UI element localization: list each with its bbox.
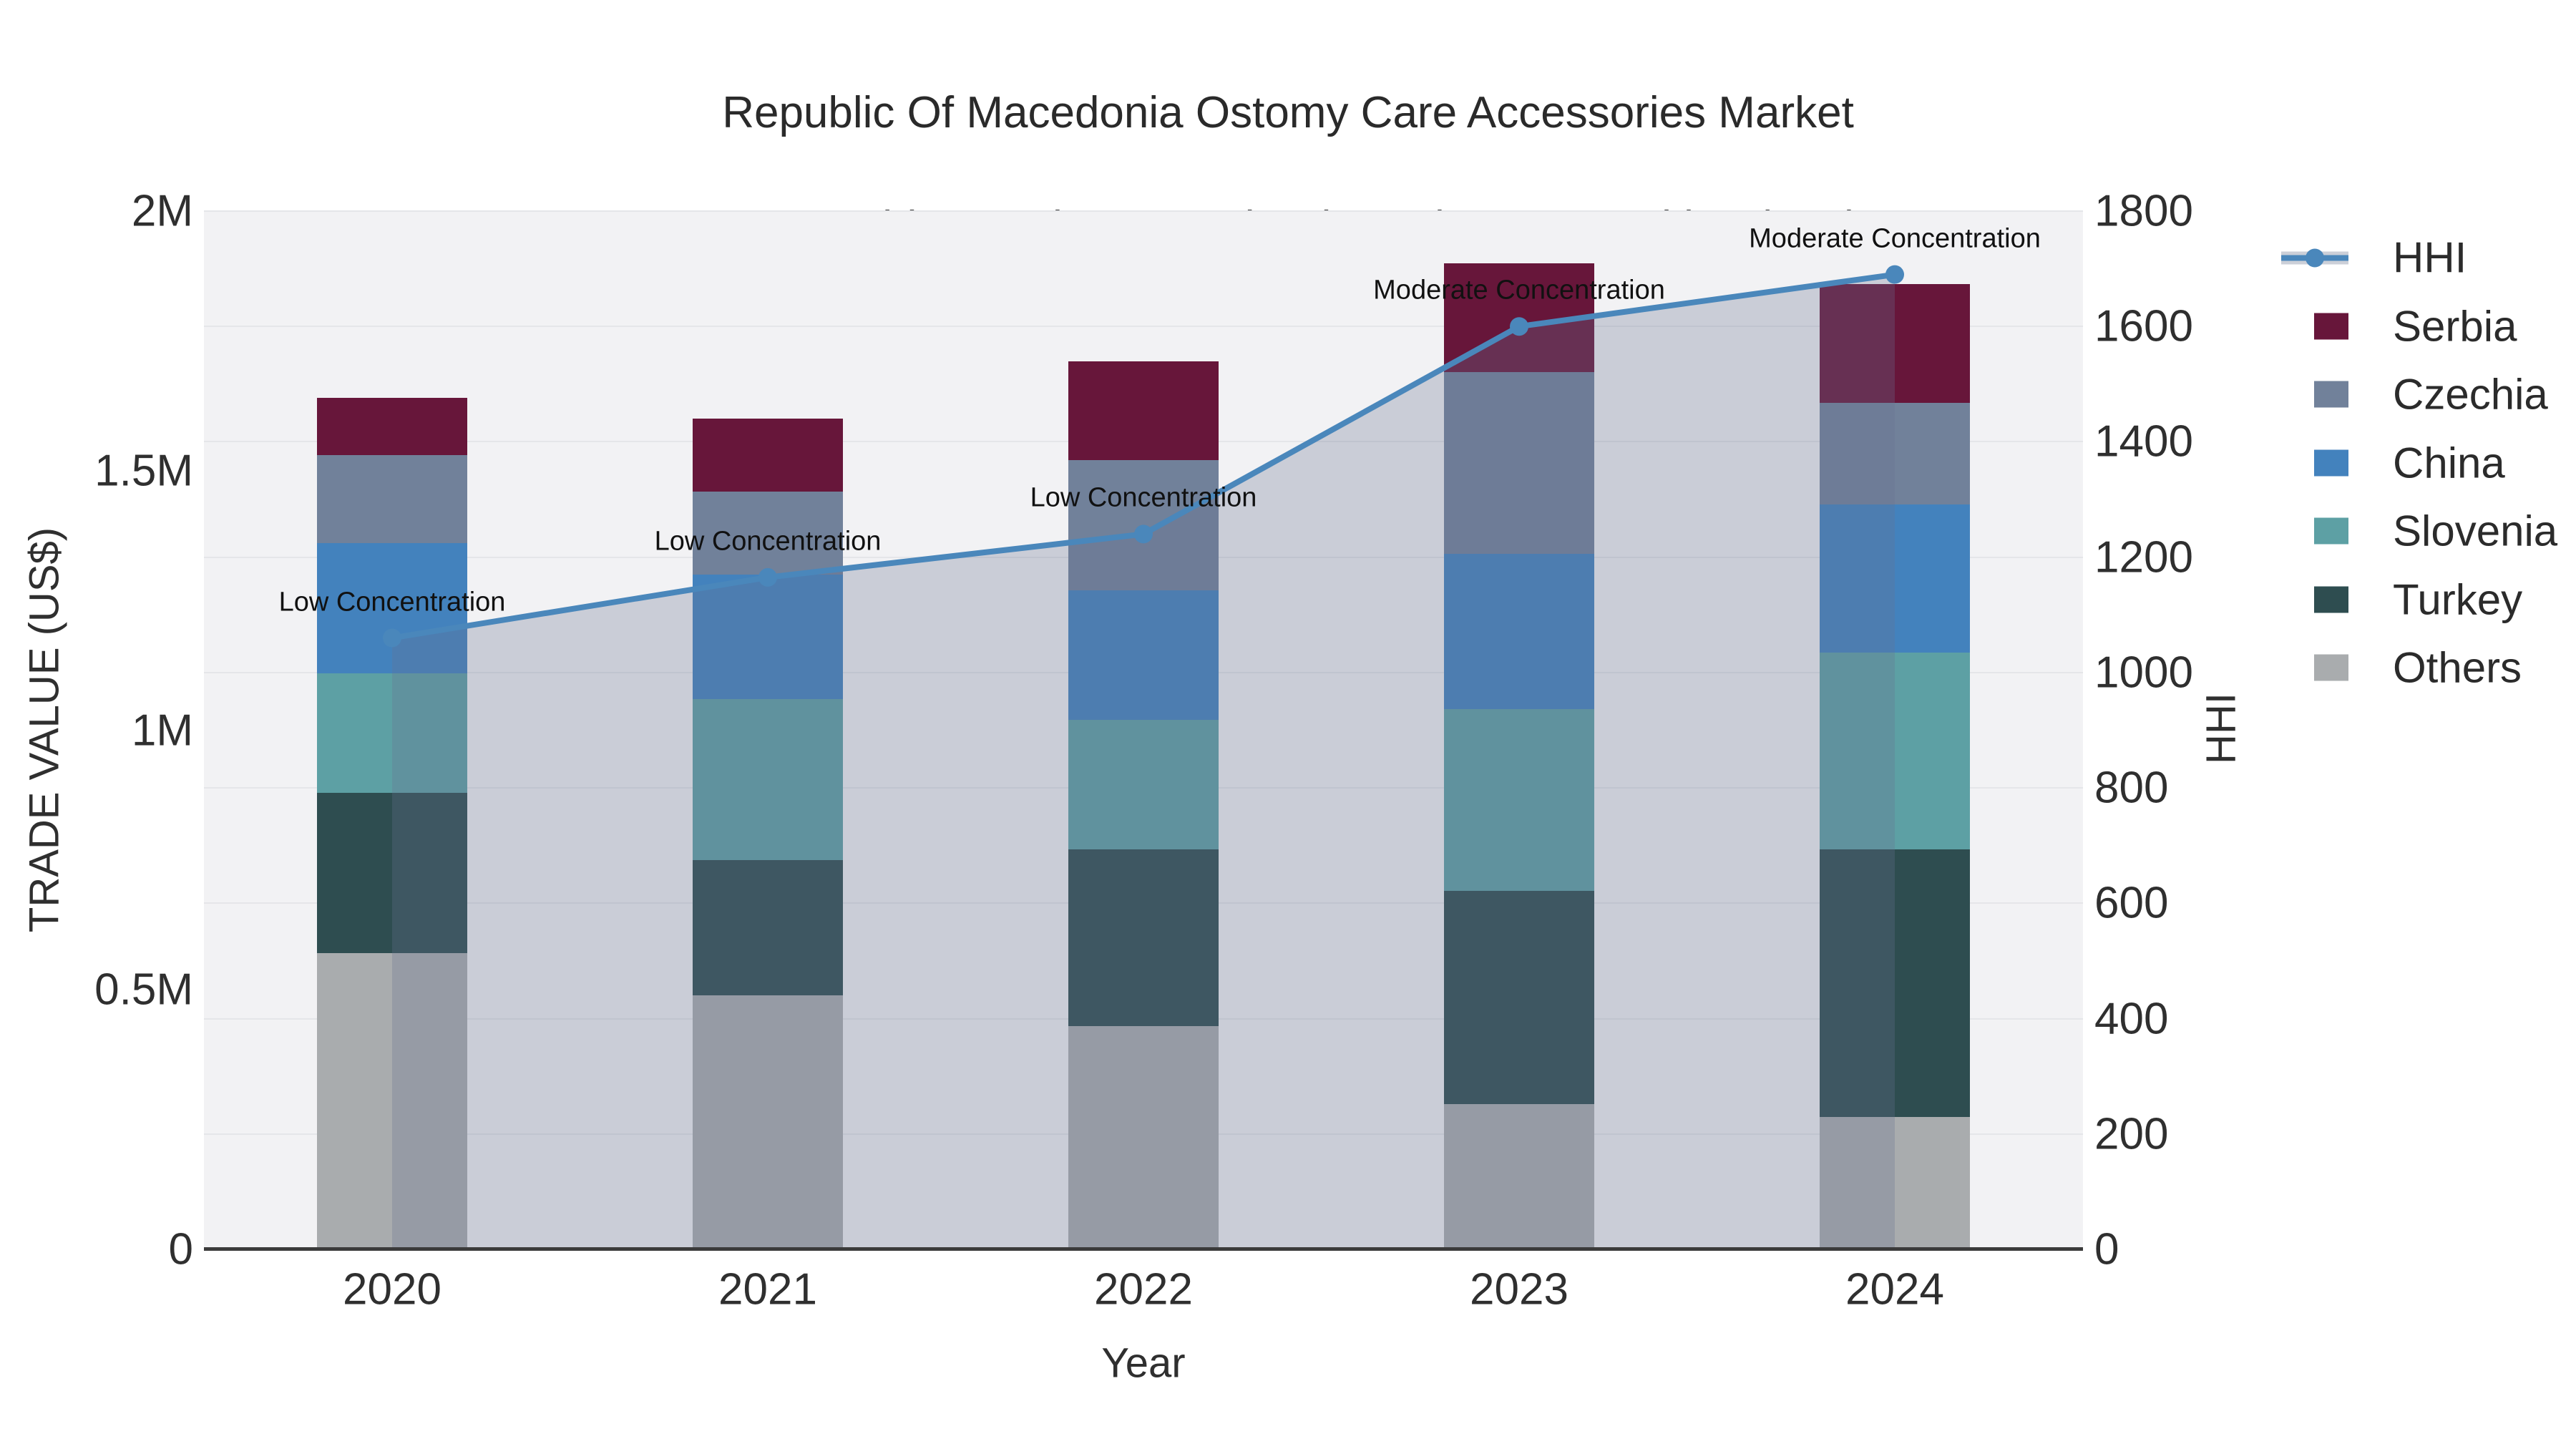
legend-item-others[interactable]: Others (2281, 643, 2522, 693)
legend-swatch (2314, 517, 2348, 545)
y-left-tick-label: 0.5M (94, 965, 193, 1015)
y-right-tick-label: 200 (2094, 1109, 2169, 1159)
y-right-tick-label: 1400 (2094, 416, 2193, 467)
bar-segment-serbia-2021 (693, 419, 843, 492)
bar-segment-others-2021 (693, 995, 843, 1249)
y-right-tick-label: 0 (2094, 1224, 2119, 1274)
bar-segment-others-2023 (1444, 1103, 1594, 1249)
bar-segment-turkey-2021 (693, 859, 843, 995)
bar-segment-serbia-2022 (1068, 361, 1219, 461)
bar-segment-slovenia-2024 (1820, 652, 1970, 850)
bar-segment-serbia-2024 (1820, 283, 1970, 404)
y-right-tick-label: 1600 (2094, 301, 2193, 351)
legend-swatch-cell (2281, 517, 2348, 545)
x-axis-line (204, 1247, 2083, 1251)
x-tick-label: 2021 (718, 1264, 817, 1314)
bar-segment-turkey-2020 (317, 792, 467, 954)
bar-segment-china-2024 (1820, 504, 1970, 653)
bar-segment-serbia-2020 (317, 398, 467, 455)
annotation-label: Low Concentration (1030, 482, 1257, 513)
annotation-label: Low Concentration (654, 526, 882, 557)
legend-item-hhi[interactable]: HHI (2281, 233, 2467, 283)
gridline (204, 210, 2083, 212)
y-right-tick-label: 400 (2094, 994, 2169, 1044)
bar-segment-czechia-2020 (317, 454, 467, 544)
legend-swatch-cell (2281, 312, 2348, 341)
bar-segment-slovenia-2020 (317, 673, 467, 793)
y-right-tick-label: 600 (2094, 878, 2169, 928)
legend-swatch (2314, 586, 2348, 613)
gridline (204, 326, 2083, 328)
legend-label: Others (2393, 643, 2522, 692)
x-tick-label: 2023 (1470, 1264, 1568, 1314)
legend-label: Slovenia (2393, 507, 2558, 555)
bar-segment-slovenia-2023 (1444, 709, 1594, 892)
legend-item-slovenia[interactable]: Slovenia (2281, 507, 2557, 556)
hhi-legend-marker (2306, 248, 2324, 267)
bar-segment-czechia-2024 (1820, 403, 1970, 504)
bar-segment-czechia-2023 (1444, 371, 1594, 554)
x-tick-label: 2020 (343, 1264, 441, 1314)
legend-swatch (2314, 313, 2348, 339)
y-left-tick-label: 2M (131, 186, 193, 236)
bar-segment-others-2022 (1068, 1026, 1219, 1249)
legend-swatch-cell (2281, 380, 2348, 409)
legend-label: China (2393, 439, 2505, 487)
x-axis-title: Year (1101, 1340, 1186, 1387)
annotation-label: Moderate Concentration (1373, 275, 1665, 306)
legend-swatch (2314, 654, 2348, 681)
legend-swatch-cell (2281, 585, 2348, 614)
legend-swatch (2314, 449, 2348, 476)
x-tick-label: 2022 (1094, 1264, 1193, 1314)
x-tick-label: 2024 (1845, 1264, 1944, 1314)
y-left-tick-label: 1M (131, 706, 193, 755)
legend-item-czechia[interactable]: Czechia (2281, 370, 2548, 419)
legend-label: Turkey (2393, 575, 2523, 623)
legend-item-serbia[interactable]: Serbia (2281, 301, 2517, 351)
legend-item-china[interactable]: China (2281, 438, 2505, 487)
legend-swatch-cell (2281, 449, 2348, 477)
bar-segment-czechia-2022 (1068, 460, 1219, 590)
bar-segment-turkey-2024 (1820, 849, 1970, 1117)
bar-segment-slovenia-2021 (693, 698, 843, 860)
annotation-label: Moderate Concentration (1749, 223, 2041, 254)
bar-segment-others-2024 (1820, 1116, 1970, 1249)
bar-segment-china-2021 (693, 574, 843, 699)
y-right-tick-label: 800 (2094, 763, 2169, 813)
y-axis-title-right: HHI (2197, 693, 2245, 764)
y-left-tick-label: 1.5M (94, 446, 193, 496)
legend-label: HHI (2393, 233, 2467, 282)
bar-segment-china-2022 (1068, 590, 1219, 720)
bar-segment-china-2023 (1444, 553, 1594, 710)
bar-segment-turkey-2023 (1444, 891, 1594, 1104)
annotation-label: Low Concentration (278, 587, 506, 618)
bar-segment-slovenia-2022 (1068, 719, 1219, 850)
legend-swatch-cell (2281, 653, 2348, 682)
legend-label: Serbia (2393, 302, 2517, 350)
bar-segment-others-2020 (317, 953, 467, 1249)
legend-item-turkey[interactable]: Turkey (2281, 575, 2522, 624)
bar-segment-turkey-2022 (1068, 849, 1219, 1027)
y-right-tick-label: 1000 (2094, 648, 2193, 698)
y-right-tick-label: 1800 (2094, 186, 2193, 236)
legend-label: Czechia (2393, 370, 2548, 419)
legend-swatch (2314, 381, 2348, 408)
y-left-tick-label: 0 (168, 1224, 193, 1274)
chart-title-line1: Republic Of Macedonia Ostomy Care Access… (722, 88, 1854, 137)
hhi-legend-glyph (2281, 243, 2348, 272)
y-right-tick-label: 1200 (2094, 532, 2193, 582)
y-axis-title-left: TRADE VALUE (US$) (21, 527, 68, 933)
